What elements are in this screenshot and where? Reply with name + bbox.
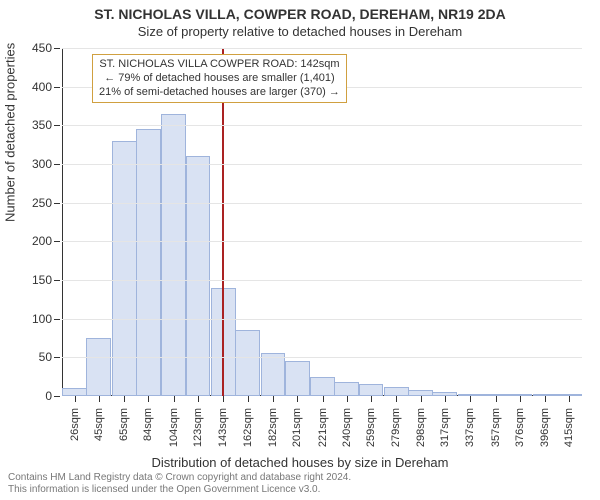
gridline: [62, 125, 582, 126]
y-tick: [54, 48, 60, 49]
y-tick-label: 450: [32, 41, 52, 55]
x-tick-label: 357sqm: [490, 408, 502, 447]
y-tick: [54, 164, 60, 165]
annotation-line-3: 21% of semi-detached houses are larger (…: [99, 86, 340, 100]
x-tick: [545, 396, 546, 402]
x-tick: [421, 396, 422, 402]
y-tick: [54, 125, 60, 126]
x-tick: [297, 396, 298, 402]
bar: [384, 387, 409, 396]
bar: [235, 330, 260, 396]
x-tick-label: 376sqm: [514, 408, 526, 447]
x-tick: [223, 396, 224, 402]
x-tick-label: 317sqm: [439, 408, 451, 447]
bar: [261, 353, 286, 396]
y-tick-label: 50: [39, 350, 52, 364]
credits-line-1: Contains HM Land Registry data © Crown c…: [8, 472, 351, 484]
x-tick-label: 279sqm: [390, 408, 402, 447]
y-tick: [54, 241, 60, 242]
y-tick-label: 300: [32, 157, 52, 171]
gridline: [62, 203, 582, 204]
x-tick-label: 259sqm: [365, 408, 377, 447]
x-tick-label: 65sqm: [118, 408, 130, 441]
gridline: [62, 241, 582, 242]
bar: [334, 382, 359, 396]
x-tick-label: 182sqm: [267, 408, 279, 447]
y-tick-label: 150: [32, 273, 52, 287]
x-tick: [174, 396, 175, 402]
gridline: [62, 164, 582, 165]
x-tick-label: 240sqm: [341, 408, 353, 447]
x-axis-label: Distribution of detached houses by size …: [0, 455, 600, 470]
annotation-box: ST. NICHOLAS VILLA COWPER ROAD: 142sqm ←…: [92, 54, 347, 103]
x-tick-label: 337sqm: [464, 408, 476, 447]
x-tick: [569, 396, 570, 402]
bar: [310, 377, 335, 396]
x-tick-label: 221sqm: [317, 408, 329, 447]
bar: [359, 384, 384, 396]
x-tick-label: 84sqm: [142, 408, 154, 441]
y-tick-label: 250: [32, 196, 52, 210]
x-tick-label: 123sqm: [192, 408, 204, 447]
annotation-line-2: ← 79% of detached houses are smaller (1,…: [99, 72, 340, 86]
bar: [161, 114, 186, 396]
gridline: [62, 319, 582, 320]
x-tick-label: 104sqm: [168, 408, 180, 447]
x-tick: [470, 396, 471, 402]
x-tick: [273, 396, 274, 402]
x-tick-label: 396sqm: [539, 408, 551, 447]
x-tick: [248, 396, 249, 402]
gridline: [62, 48, 582, 49]
gridline: [62, 280, 582, 281]
x-tick: [396, 396, 397, 402]
x-tick-label: 415sqm: [563, 408, 575, 447]
x-tick: [124, 396, 125, 402]
bar: [62, 388, 87, 396]
x-tick: [496, 396, 497, 402]
credits-line-2: This information is licensed under the O…: [8, 484, 351, 496]
x-tick-label: 298sqm: [415, 408, 427, 447]
y-tick-label: 100: [32, 312, 52, 326]
x-tick-label: 143sqm: [217, 408, 229, 447]
y-tick-label: 0: [45, 389, 52, 403]
bar: [86, 338, 111, 396]
y-tick: [54, 203, 60, 204]
x-tick: [347, 396, 348, 402]
x-tick: [148, 396, 149, 402]
bar: [285, 361, 310, 396]
bar: [136, 129, 161, 396]
annotation-line-1: ST. NICHOLAS VILLA COWPER ROAD: 142sqm: [99, 58, 340, 72]
y-tick-label: 350: [32, 118, 52, 132]
gridline: [62, 357, 582, 358]
x-tick: [99, 396, 100, 402]
page-title: ST. NICHOLAS VILLA, COWPER ROAD, DEREHAM…: [0, 6, 600, 22]
y-axis-label: Number of detached properties: [3, 43, 18, 222]
x-tick-label: 26sqm: [69, 408, 81, 441]
x-tick: [520, 396, 521, 402]
x-tick-label: 45sqm: [93, 408, 105, 441]
x-tick: [323, 396, 324, 402]
x-tick: [75, 396, 76, 402]
bar: [186, 156, 211, 396]
y-tick: [54, 319, 60, 320]
x-tick-label: 201sqm: [291, 408, 303, 447]
x-tick: [198, 396, 199, 402]
page-subtitle: Size of property relative to detached ho…: [0, 24, 600, 39]
y-tick: [54, 87, 60, 88]
x-tick: [371, 396, 372, 402]
y-tick: [54, 396, 60, 397]
credits: Contains HM Land Registry data © Crown c…: [8, 472, 351, 496]
y-tick: [54, 357, 60, 358]
y-tick-label: 200: [32, 234, 52, 248]
x-tick: [445, 396, 446, 402]
x-tick-label: 162sqm: [242, 408, 254, 447]
y-tick-label: 400: [32, 80, 52, 94]
y-tick: [54, 280, 60, 281]
